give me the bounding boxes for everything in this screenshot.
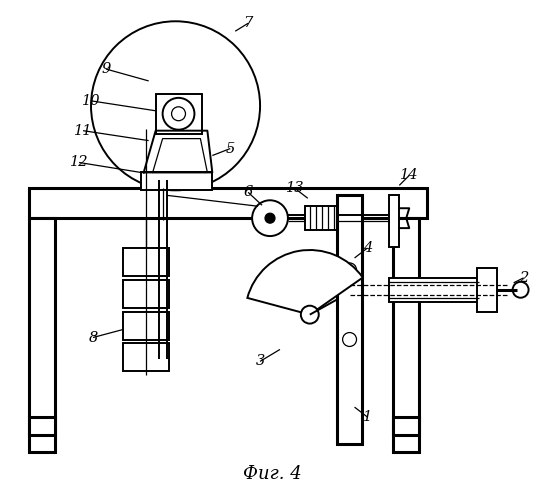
Text: 5: 5: [226, 142, 235, 156]
Text: 11: 11: [74, 124, 92, 138]
Bar: [123, 312, 169, 340]
Bar: [123, 344, 169, 371]
Bar: [337, 196, 362, 444]
Text: 4: 4: [363, 241, 372, 255]
Bar: [123, 280, 169, 307]
Bar: [393, 417, 419, 435]
Circle shape: [343, 332, 356, 346]
Text: 6: 6: [244, 186, 253, 200]
Text: 10: 10: [82, 94, 100, 108]
Bar: [29, 218, 55, 452]
Bar: [123, 248, 169, 276]
Circle shape: [301, 306, 319, 324]
Text: 2: 2: [519, 271, 528, 285]
Bar: [141, 172, 212, 190]
Circle shape: [163, 98, 194, 130]
Circle shape: [252, 200, 288, 236]
Circle shape: [265, 213, 275, 223]
Bar: [305, 206, 337, 230]
Text: Фиг. 4: Фиг. 4: [243, 465, 301, 483]
Text: 12: 12: [70, 156, 88, 170]
Bar: [477, 268, 497, 312]
Bar: [393, 218, 419, 452]
Wedge shape: [248, 250, 363, 314]
Text: 8: 8: [88, 330, 97, 344]
Circle shape: [171, 107, 186, 120]
Bar: [156, 94, 202, 134]
Bar: [390, 196, 399, 247]
Bar: [29, 188, 427, 218]
Text: 14: 14: [400, 168, 418, 182]
Text: 3: 3: [256, 354, 265, 368]
Bar: [390, 278, 479, 301]
Circle shape: [512, 282, 529, 298]
Bar: [29, 417, 55, 435]
Text: 7: 7: [244, 16, 253, 30]
Text: 13: 13: [286, 182, 304, 196]
Circle shape: [91, 22, 260, 190]
Circle shape: [343, 263, 356, 277]
Text: 9: 9: [101, 62, 110, 76]
Text: 1: 1: [363, 410, 372, 424]
